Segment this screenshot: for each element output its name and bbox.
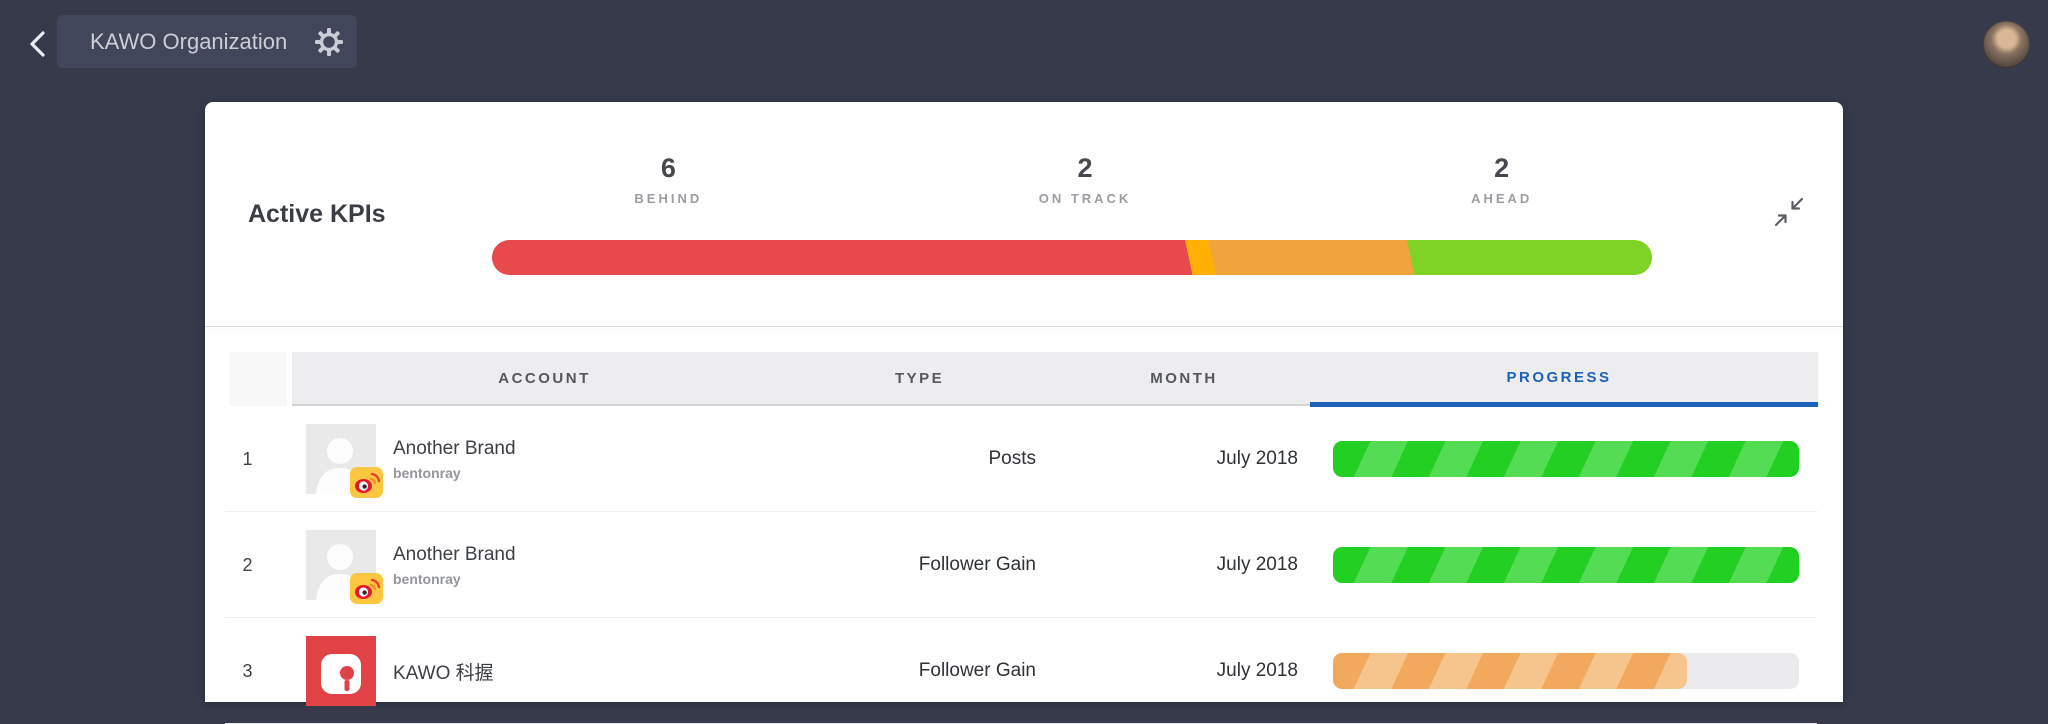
stat-ahead: 2 AHEAD [1293,152,1710,206]
kawo-logo-icon [306,636,376,706]
gear-icon[interactable] [307,20,351,64]
chevron-left-icon [27,29,49,64]
table-row[interactable]: 2 [205,512,1843,618]
stat-behind: 6 BEHIND [460,152,877,206]
active-kpis-card: Active KPIs 6 BEHIND 2 ON TRACK 2 AHEAD … [205,102,1843,724]
account-cell: KAWO 科握 [290,636,895,706]
kpi-table-body: 1 [205,406,1843,724]
column-header-month[interactable]: MONTH [1150,369,1218,387]
kpi-type: Follower Gain [918,660,1036,681]
account-cell: Another Brand bentonray [290,530,895,604]
card-title: Active KPIs [248,200,386,228]
progress-bar [1333,441,1799,477]
column-header-account[interactable]: ACCOUNT [498,369,591,387]
weibo-icon [350,467,383,498]
row-index: 1 [242,448,253,469]
account-name: Another Brand [393,543,516,565]
back-button[interactable] [16,24,60,68]
progress-bar [1333,547,1799,583]
account-name: KAWO 科握 [393,662,494,684]
organization-name: KAWO Organization [90,28,288,54]
stat-on-track: 2 ON TRACK [877,152,1294,206]
progress-bar [1333,653,1799,689]
placeholder-person-icon [306,424,376,494]
stat-behind-label: BEHIND [634,191,703,206]
account-avatar [306,530,383,604]
kpi-type: Follower Gain [918,554,1036,575]
table-row[interactable]: 3 KAWO 科握 Follower Gain July 2018 [205,618,1843,724]
progress-cell [1300,547,1813,583]
account-handle: bentonray [393,570,461,587]
card-section-divider [205,326,1843,327]
index-column-header [229,352,287,406]
progress-cell [1300,441,1813,477]
kpi-table-header: ACCOUNT TYPE MONTH PROGRESS [205,351,1843,407]
stat-behind-value: 6 [660,153,676,183]
collapse-button[interactable] [1773,197,1805,232]
kpi-type: Posts [988,448,1036,469]
user-avatar[interactable] [1983,21,2030,68]
collapse-arrows-icon [1774,197,1804,232]
weibo-icon [350,573,383,604]
kpi-month: July 2018 [1216,660,1298,681]
stat-ahead-value: 2 [1494,153,1510,183]
account-avatar [306,424,383,498]
progress-cell [1300,653,1813,689]
column-header-type[interactable]: TYPE [895,369,945,387]
stat-ahead-label: AHEAD [1471,191,1533,206]
active-column-underline [1310,402,1818,407]
kpi-month: July 2018 [1216,554,1298,575]
kpi-distribution-bar [492,240,1652,275]
account-handle: bentonray [393,464,461,481]
column-header-progress[interactable]: PROGRESS [1300,351,1818,407]
account-cell: Another Brand bentonray [290,424,895,498]
kpi-month: July 2018 [1216,448,1298,469]
stat-on-track-value: 2 [1077,153,1093,183]
account-avatar [306,636,376,706]
account-name: Another Brand [393,437,516,459]
kpi-stats-row: 6 BEHIND 2 ON TRACK 2 AHEAD [460,152,1710,206]
organization-selector[interactable]: KAWO Organization [57,15,357,68]
table-row[interactable]: 1 [205,406,1843,512]
stat-on-track-label: ON TRACK [1038,191,1132,206]
row-index: 3 [242,660,253,681]
row-index: 2 [242,554,253,575]
